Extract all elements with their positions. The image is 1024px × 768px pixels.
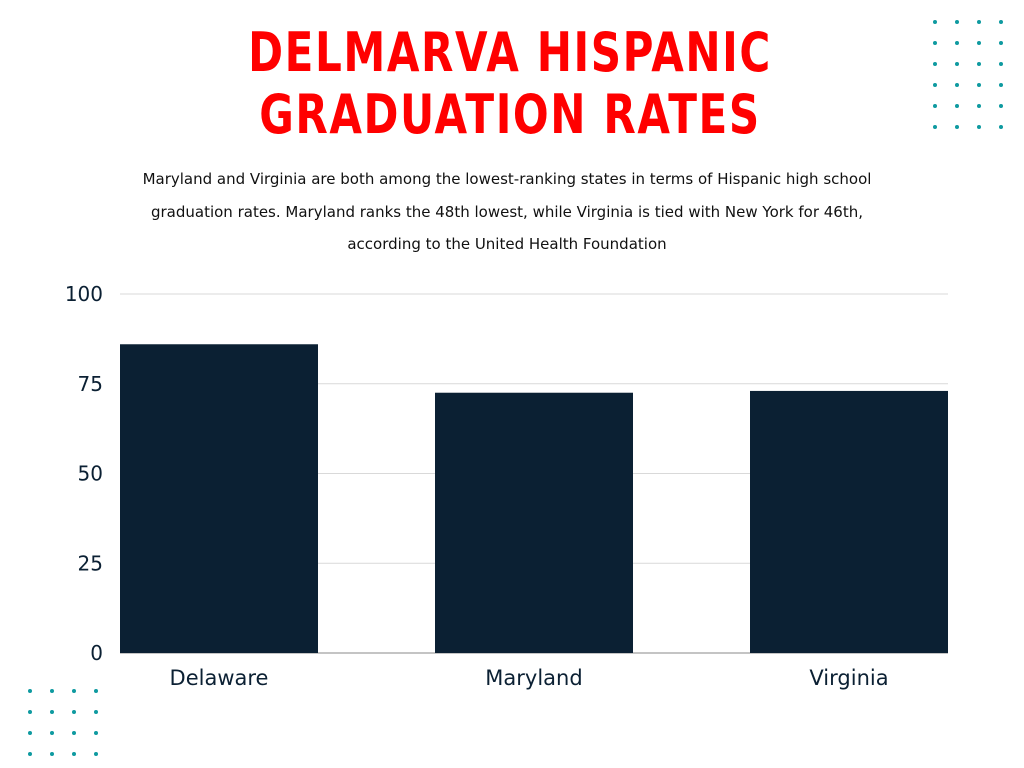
decorative-dots-top-right xyxy=(933,20,1003,129)
bar-virginia xyxy=(750,390,948,653)
y-tick-label: 100 xyxy=(65,282,103,306)
bar-chart: 0 25 50 75 100 Delaware Maryland Virginia xyxy=(65,282,948,690)
x-axis-tick-labels: Delaware Maryland Virginia xyxy=(170,666,889,690)
x-tick-label-delaware: Delaware xyxy=(170,666,269,690)
page-title: DELMARVA HISPANIC GRADUATION RATES xyxy=(248,21,772,146)
x-tick-label-virginia: Virginia xyxy=(809,666,888,690)
x-tick-label-maryland: Maryland xyxy=(485,666,582,690)
y-tick-label: 25 xyxy=(78,551,103,575)
bar-maryland xyxy=(435,392,633,653)
decorative-dots-bottom-left xyxy=(28,689,98,756)
page-subtitle: Maryland and Virginia are both among the… xyxy=(142,170,872,253)
chart-bars xyxy=(120,344,948,653)
y-tick-label: 0 xyxy=(90,641,103,665)
y-tick-label: 75 xyxy=(78,372,103,396)
bar-delaware xyxy=(120,344,318,653)
y-tick-label: 50 xyxy=(78,462,103,486)
y-axis-tick-labels: 0 25 50 75 100 xyxy=(65,282,103,665)
